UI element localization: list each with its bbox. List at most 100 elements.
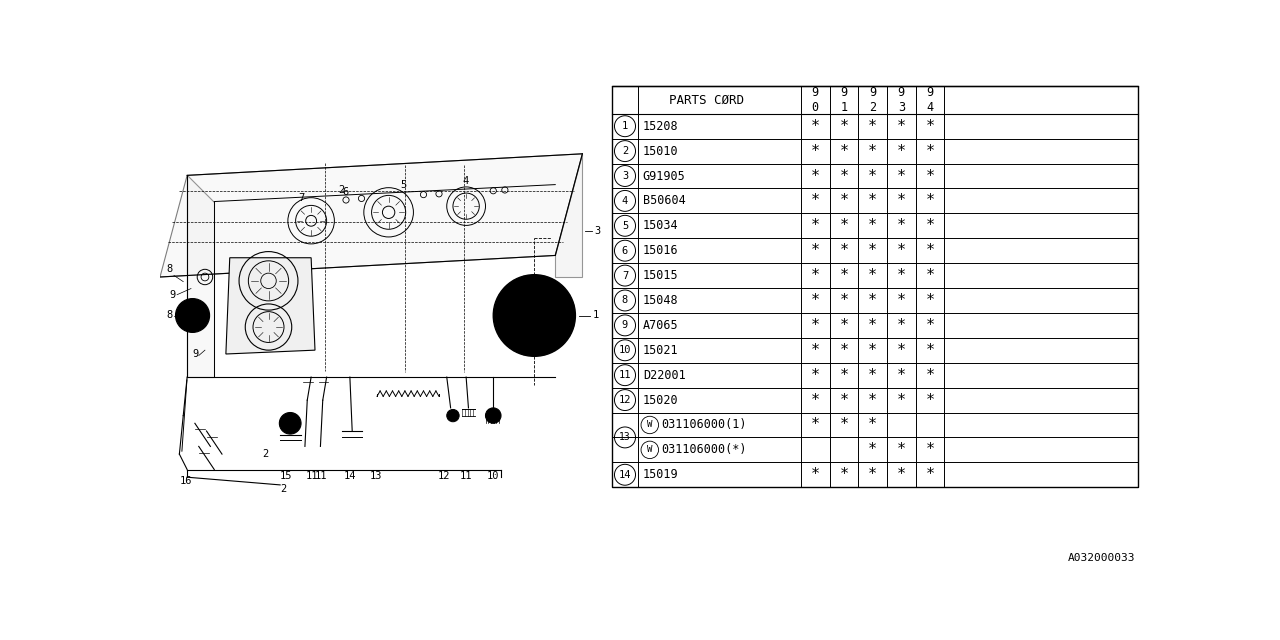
Text: 10: 10 <box>488 470 499 481</box>
Text: 11: 11 <box>315 470 328 481</box>
Text: *: * <box>925 467 934 483</box>
Text: *: * <box>810 118 819 134</box>
Text: 2: 2 <box>622 146 628 156</box>
Text: 15208: 15208 <box>643 120 678 132</box>
Text: 15: 15 <box>280 470 293 481</box>
Text: 1: 1 <box>622 121 628 131</box>
Circle shape <box>175 298 210 332</box>
Text: *: * <box>810 268 819 283</box>
Text: *: * <box>925 143 934 159</box>
Text: 14: 14 <box>618 470 631 480</box>
Text: *: * <box>810 293 819 308</box>
Text: 8: 8 <box>622 296 628 305</box>
Text: W: W <box>648 420 653 429</box>
Text: *: * <box>897 168 906 184</box>
Circle shape <box>485 408 500 423</box>
Text: *: * <box>868 467 877 483</box>
Text: *: * <box>840 143 849 159</box>
Text: *: * <box>868 417 877 433</box>
Text: *: * <box>840 218 849 234</box>
Text: *: * <box>840 392 849 408</box>
Text: *: * <box>810 143 819 159</box>
Text: 9
2: 9 2 <box>869 86 877 114</box>
Text: 4: 4 <box>462 176 468 186</box>
Text: *: * <box>925 293 934 308</box>
Text: *: * <box>868 118 877 134</box>
Bar <box>612 86 1138 487</box>
Text: *: * <box>810 193 819 209</box>
Text: *: * <box>868 193 877 209</box>
Text: *: * <box>810 318 819 333</box>
Text: *: * <box>925 118 934 134</box>
Text: *: * <box>897 268 906 283</box>
Text: 5: 5 <box>401 180 407 189</box>
Text: W: W <box>648 445 653 454</box>
Polygon shape <box>187 175 214 377</box>
Text: 3: 3 <box>595 226 602 236</box>
Text: *: * <box>925 367 934 383</box>
Text: *: * <box>840 367 849 383</box>
Text: 15021: 15021 <box>643 344 678 356</box>
Text: *: * <box>925 392 934 408</box>
Text: 8: 8 <box>166 264 173 275</box>
Text: *: * <box>840 417 849 433</box>
Text: *: * <box>897 467 906 483</box>
Text: 13: 13 <box>369 470 381 481</box>
Text: 12: 12 <box>618 395 631 405</box>
Text: *: * <box>868 343 877 358</box>
Text: 2: 2 <box>262 449 269 459</box>
Text: *: * <box>925 193 934 209</box>
Text: *: * <box>925 318 934 333</box>
Text: 5: 5 <box>622 221 628 231</box>
Text: *: * <box>897 243 906 258</box>
Text: 9
3: 9 3 <box>897 86 905 114</box>
Text: *: * <box>868 392 877 408</box>
Text: *: * <box>810 343 819 358</box>
Text: *: * <box>868 143 877 159</box>
Text: 10: 10 <box>618 345 631 355</box>
Text: *: * <box>897 392 906 408</box>
Text: 15048: 15048 <box>643 294 678 307</box>
Text: 13: 13 <box>620 433 631 442</box>
Text: 11: 11 <box>306 470 319 481</box>
Text: *: * <box>897 118 906 134</box>
Text: *: * <box>868 367 877 383</box>
Text: 8: 8 <box>166 310 173 321</box>
Text: 2: 2 <box>280 484 287 493</box>
Text: *: * <box>840 118 849 134</box>
Text: 16: 16 <box>179 476 192 486</box>
Text: 11: 11 <box>618 370 631 380</box>
Text: *: * <box>897 293 906 308</box>
Text: 9
0: 9 0 <box>812 86 819 114</box>
Text: D22001: D22001 <box>643 369 686 381</box>
Text: 9: 9 <box>622 321 628 330</box>
Text: *: * <box>868 243 877 258</box>
Text: 9
1: 9 1 <box>841 86 847 114</box>
Circle shape <box>493 275 576 356</box>
Text: *: * <box>868 318 877 333</box>
Text: 3: 3 <box>622 171 628 181</box>
Text: *: * <box>897 143 906 159</box>
Polygon shape <box>225 258 315 354</box>
Text: *: * <box>840 318 849 333</box>
Text: *: * <box>925 268 934 283</box>
Text: PARTS CØRD: PARTS CØRD <box>669 93 744 106</box>
Text: *: * <box>810 467 819 483</box>
Text: 6: 6 <box>622 246 628 256</box>
Text: *: * <box>840 168 849 184</box>
Text: *: * <box>810 218 819 234</box>
Text: *: * <box>897 367 906 383</box>
Text: 11: 11 <box>460 470 472 481</box>
Text: *: * <box>925 442 934 458</box>
Text: *: * <box>840 243 849 258</box>
Circle shape <box>279 413 301 434</box>
Text: *: * <box>840 193 849 209</box>
Text: *: * <box>925 343 934 358</box>
Text: *: * <box>810 392 819 408</box>
Text: *: * <box>868 168 877 184</box>
Text: 15015: 15015 <box>643 269 678 282</box>
Text: A7065: A7065 <box>643 319 678 332</box>
Text: *: * <box>868 268 877 283</box>
Text: *: * <box>897 343 906 358</box>
Text: *: * <box>925 218 934 234</box>
